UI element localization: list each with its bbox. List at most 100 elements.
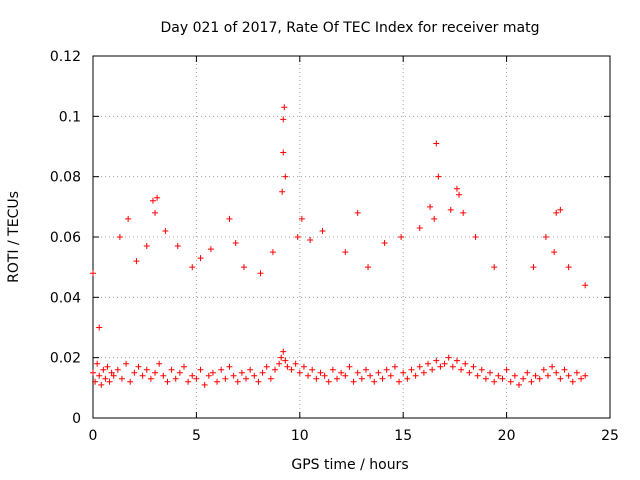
data-point — [226, 215, 233, 222]
data-point — [433, 357, 440, 364]
data-point — [565, 372, 572, 379]
data-point — [487, 369, 494, 376]
data-point — [118, 375, 125, 382]
data-point — [152, 209, 159, 216]
data-point — [201, 381, 208, 388]
y-tick-label: 0.04 — [50, 290, 81, 306]
y-tick-label: 0.06 — [50, 230, 81, 246]
data-point — [573, 369, 580, 376]
data-point — [408, 366, 415, 373]
data-point — [197, 255, 204, 262]
data-point — [516, 381, 523, 388]
data-point — [437, 363, 444, 370]
data-point — [449, 363, 456, 370]
data-point — [381, 240, 388, 247]
data-point — [396, 378, 403, 385]
y-tick-label: 0.12 — [50, 49, 81, 65]
data-point — [412, 372, 419, 379]
data-point — [280, 116, 287, 123]
data-point — [189, 264, 196, 271]
data-point — [189, 372, 196, 379]
data-point — [298, 215, 305, 222]
data-point — [125, 215, 132, 222]
data-point — [553, 209, 560, 216]
data-point — [162, 227, 169, 234]
data-point — [180, 363, 187, 370]
x-tick-label: 5 — [192, 428, 201, 444]
data-point — [207, 246, 214, 253]
data-point — [168, 366, 175, 373]
data-point — [478, 366, 485, 373]
data-point — [456, 191, 463, 198]
data-point — [226, 363, 233, 370]
data-point — [416, 363, 423, 370]
data-point — [503, 366, 510, 373]
data-point — [234, 378, 241, 385]
data-point — [143, 366, 150, 373]
data-point — [362, 366, 369, 373]
data-point — [313, 375, 320, 382]
data-point — [524, 369, 531, 376]
data-point — [511, 372, 518, 379]
data-point — [94, 360, 101, 367]
data-point — [398, 234, 405, 240]
data-point — [309, 366, 316, 373]
data-point — [156, 360, 163, 367]
data-point — [104, 363, 111, 370]
data-point — [553, 369, 560, 376]
data-point — [257, 270, 264, 277]
data-point — [338, 369, 345, 376]
data-point — [427, 203, 434, 210]
data-point — [279, 188, 286, 195]
y-tick-label: 0.08 — [50, 170, 81, 186]
chart-title: Day 021 of 2017, Rate Of TEC Index for r… — [161, 20, 540, 36]
data-point — [292, 360, 299, 367]
data-point — [123, 360, 130, 367]
data-point — [143, 243, 150, 250]
data-point — [371, 378, 378, 385]
data-point — [491, 264, 498, 271]
data-point — [164, 378, 171, 385]
y-tick-label: 0.1 — [59, 109, 81, 125]
data-point — [453, 357, 460, 364]
data-point — [495, 372, 502, 379]
data-point — [582, 372, 589, 379]
data-point — [375, 369, 382, 376]
data-point — [232, 240, 239, 247]
data-point — [425, 360, 432, 367]
data-point — [358, 375, 365, 382]
data-point — [243, 375, 250, 382]
data-point — [557, 375, 564, 382]
data-point — [92, 378, 99, 385]
data-point — [269, 249, 276, 256]
data-point — [346, 363, 353, 370]
data-point — [462, 360, 469, 367]
data-point — [263, 363, 270, 370]
data-point — [96, 372, 103, 379]
tick-layer: 0 5 10 15 20 25 0 0.02 0.04 0.06 0.08 0.1 0.12 — [50, 49, 619, 444]
y-axis-label: ROTI / TECUs — [6, 191, 22, 283]
data-point — [267, 375, 274, 382]
data-points — [90, 104, 589, 388]
data-point — [307, 237, 314, 244]
data-point — [544, 372, 551, 379]
data-point — [271, 366, 278, 373]
data-point — [149, 197, 156, 204]
data-point — [530, 264, 537, 271]
data-point — [114, 366, 121, 373]
data-point — [98, 381, 105, 388]
data-point — [172, 375, 179, 382]
data-point — [284, 363, 291, 370]
data-point — [152, 369, 159, 376]
data-point — [96, 324, 103, 331]
data-point — [404, 375, 411, 382]
data-point — [416, 224, 423, 231]
data-point — [174, 243, 181, 250]
data-point — [528, 378, 535, 385]
data-point — [365, 264, 372, 271]
data-point — [466, 369, 473, 376]
data-point — [367, 372, 374, 379]
data-point — [540, 366, 547, 373]
data-point — [400, 369, 407, 376]
data-point — [334, 375, 341, 382]
